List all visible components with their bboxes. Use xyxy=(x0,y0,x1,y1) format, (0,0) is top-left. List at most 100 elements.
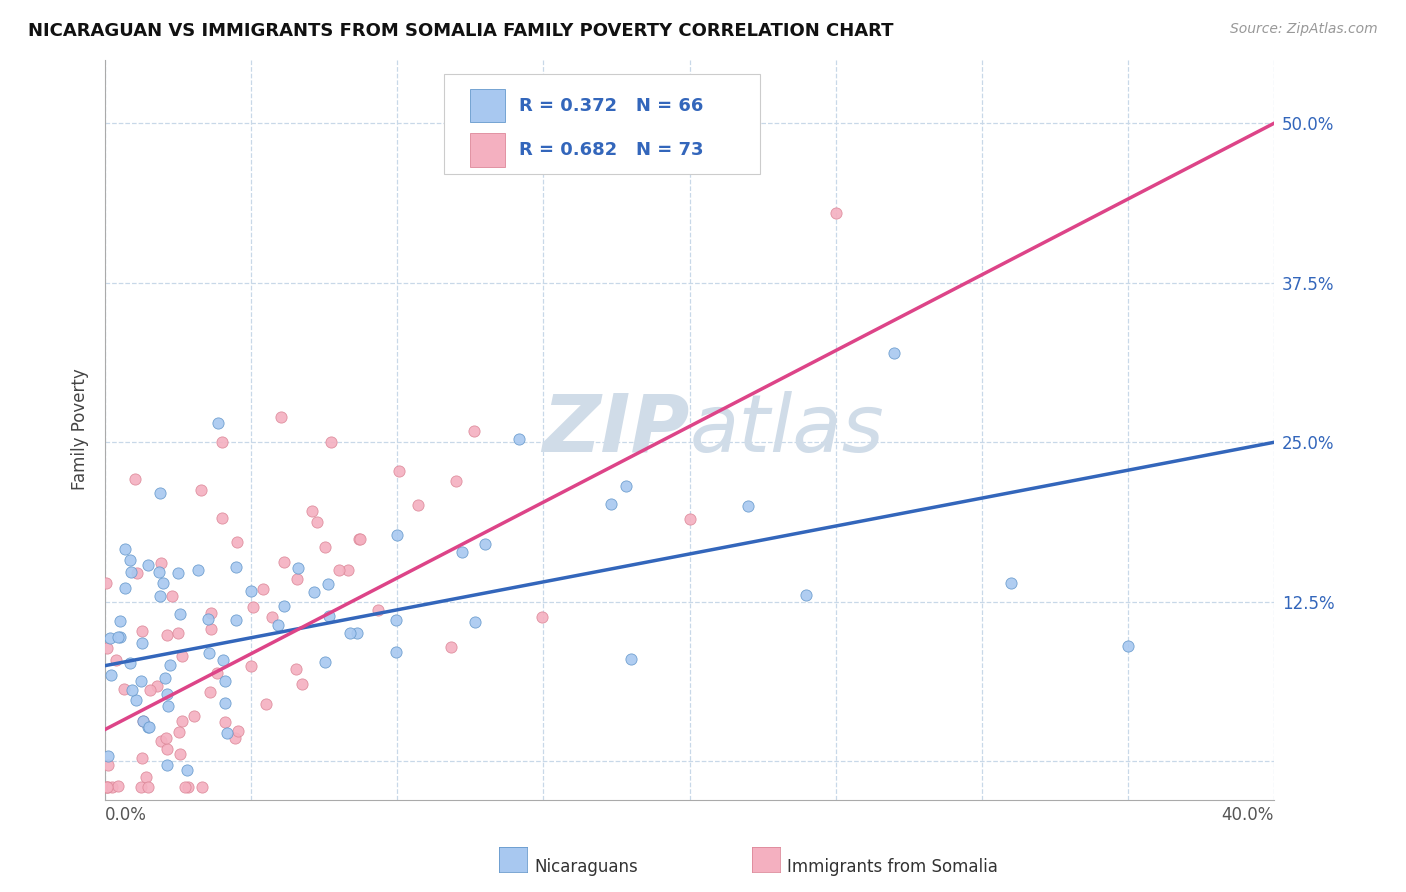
Point xyxy=(508,433,530,447)
Point xyxy=(267,618,290,632)
Point xyxy=(260,610,283,624)
Point xyxy=(239,659,262,673)
Point xyxy=(156,742,179,756)
Point xyxy=(1000,575,1022,590)
Point xyxy=(96,780,118,794)
Point xyxy=(319,434,342,449)
Point xyxy=(211,435,233,450)
Point xyxy=(107,779,129,793)
Point xyxy=(200,622,222,636)
Point xyxy=(273,555,295,569)
Point xyxy=(314,655,336,669)
Point xyxy=(224,731,246,745)
Text: 40.0%: 40.0% xyxy=(1222,806,1274,824)
Point xyxy=(156,687,179,701)
Point xyxy=(159,657,181,672)
Point xyxy=(174,780,197,794)
Point xyxy=(328,563,350,577)
Point xyxy=(347,532,370,546)
Point xyxy=(336,563,359,577)
Point xyxy=(176,780,198,794)
Point xyxy=(339,626,361,640)
Point xyxy=(225,613,247,627)
Point xyxy=(388,464,411,478)
Point xyxy=(285,572,308,586)
FancyBboxPatch shape xyxy=(444,74,759,174)
Point xyxy=(367,603,389,617)
Point xyxy=(215,726,238,740)
Point xyxy=(97,748,120,763)
Point xyxy=(305,516,328,530)
Point xyxy=(156,628,179,642)
Text: ZIP: ZIP xyxy=(543,391,689,468)
Point xyxy=(169,607,191,621)
Point xyxy=(197,612,219,626)
Text: NICARAGUAN VS IMMIGRANTS FROM SOMALIA FAMILY POVERTY CORRELATION CHART: NICARAGUAN VS IMMIGRANTS FROM SOMALIA FA… xyxy=(28,22,894,40)
Point xyxy=(183,708,205,723)
Point xyxy=(166,566,188,580)
Point xyxy=(146,680,169,694)
Point xyxy=(138,780,160,794)
Point xyxy=(155,757,177,772)
Point xyxy=(207,665,229,680)
Point xyxy=(187,563,209,577)
Text: atlas: atlas xyxy=(689,391,884,468)
Point xyxy=(463,424,485,438)
Point xyxy=(346,625,368,640)
Point xyxy=(100,668,122,682)
Point xyxy=(240,583,263,598)
Point xyxy=(225,560,247,574)
Point xyxy=(228,723,250,738)
Point xyxy=(406,498,429,512)
Point xyxy=(97,758,120,772)
Point xyxy=(349,533,371,547)
Text: R = 0.682   N = 73: R = 0.682 N = 73 xyxy=(519,141,703,159)
Text: 0.0%: 0.0% xyxy=(105,806,148,824)
Point xyxy=(318,609,340,624)
Text: Immigrants from Somalia: Immigrants from Somalia xyxy=(787,858,998,876)
Point xyxy=(200,606,222,620)
Point xyxy=(212,653,235,667)
Point xyxy=(270,409,292,424)
Point xyxy=(242,600,264,615)
Point xyxy=(1116,640,1139,654)
Point xyxy=(302,585,325,599)
Point xyxy=(132,714,155,728)
Point xyxy=(112,681,135,696)
Point xyxy=(94,576,117,591)
Point xyxy=(124,472,146,486)
Point xyxy=(125,692,148,706)
Point xyxy=(132,714,155,728)
Point xyxy=(385,613,408,627)
Point xyxy=(211,510,233,524)
Point xyxy=(214,715,236,730)
Point xyxy=(157,699,180,714)
Point xyxy=(678,512,700,526)
Point xyxy=(135,770,157,784)
Point xyxy=(440,640,463,654)
Text: Nicaraguans: Nicaraguans xyxy=(534,858,638,876)
Point xyxy=(252,582,274,597)
Point xyxy=(149,486,172,500)
Point xyxy=(599,497,621,511)
Point xyxy=(114,581,136,595)
Point xyxy=(273,599,295,614)
Point xyxy=(385,645,408,659)
Point xyxy=(444,474,467,488)
Point xyxy=(149,734,172,748)
Point xyxy=(385,528,408,542)
Point xyxy=(287,561,309,575)
Point xyxy=(284,662,307,676)
Bar xyxy=(470,89,505,122)
Point xyxy=(148,565,170,579)
Point xyxy=(107,631,129,645)
Point xyxy=(214,696,236,710)
Point xyxy=(167,625,190,640)
Point xyxy=(139,683,162,698)
Point xyxy=(136,720,159,734)
Point xyxy=(197,646,219,660)
Point xyxy=(451,545,474,559)
Point xyxy=(110,615,132,629)
Point xyxy=(153,671,176,685)
Text: R = 0.372   N = 66: R = 0.372 N = 66 xyxy=(519,96,703,115)
